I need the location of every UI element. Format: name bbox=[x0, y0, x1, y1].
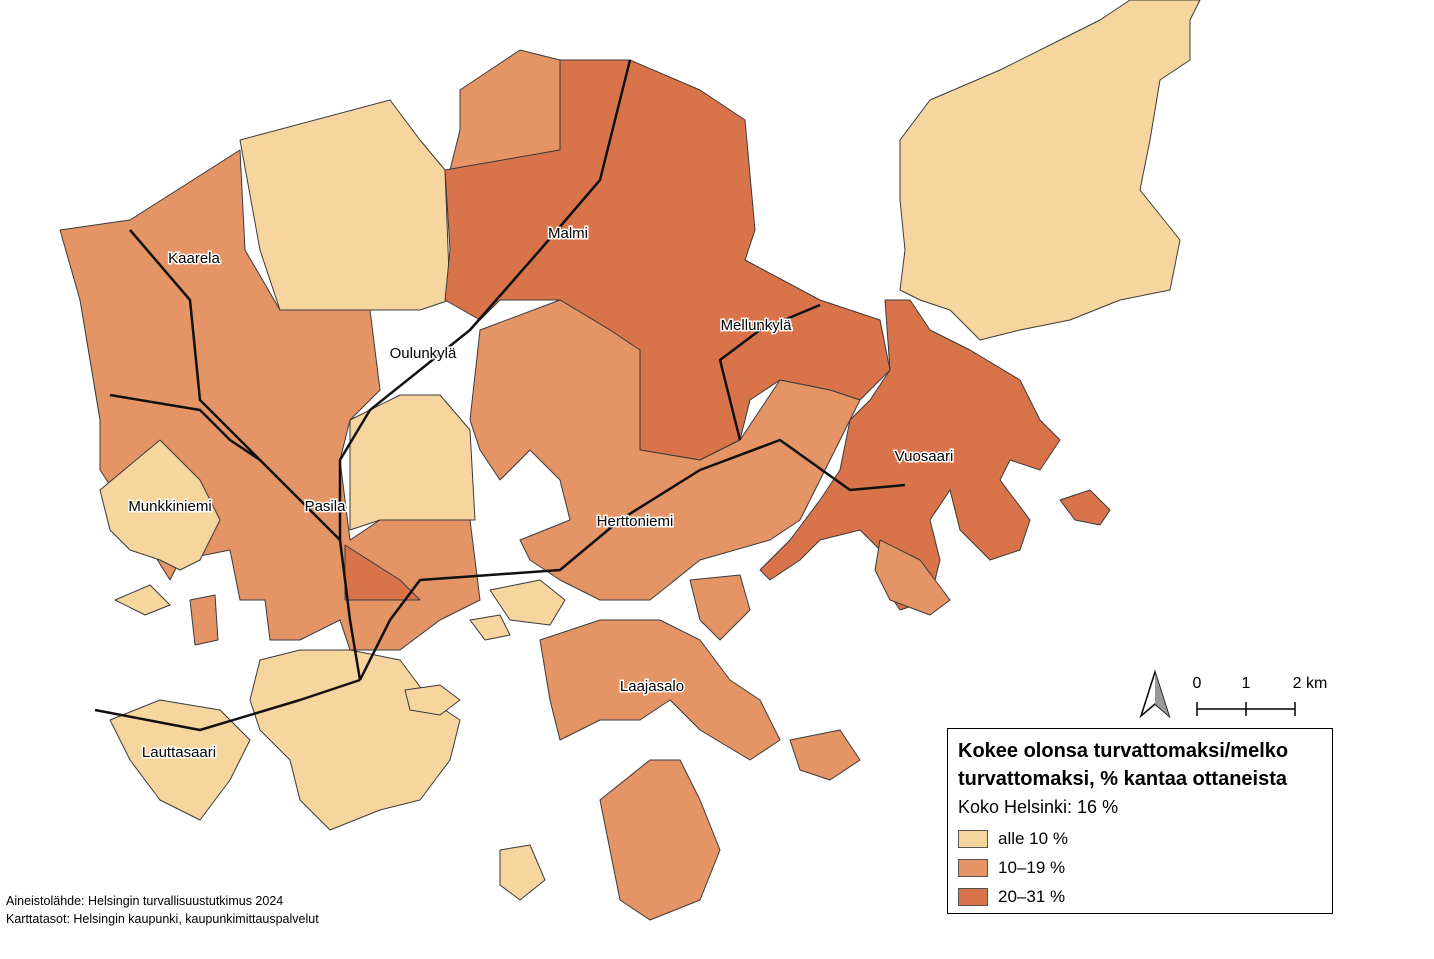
railway bbox=[338, 59, 632, 681]
railway bbox=[358, 438, 906, 681]
region bbox=[109, 699, 251, 821]
region bbox=[789, 729, 861, 781]
place-label: Munkkiniemi bbox=[128, 498, 211, 515]
place-label: Oulunkylä bbox=[390, 345, 457, 362]
regions bbox=[59, 0, 1201, 921]
place-label: Kaarela bbox=[168, 250, 220, 267]
region bbox=[189, 594, 219, 646]
place-label: Mellunkylä bbox=[721, 317, 793, 334]
region bbox=[489, 579, 566, 626]
railway bbox=[94, 678, 361, 732]
scale-label: 2 km bbox=[1293, 675, 1328, 692]
legend-entry: 10–19 % bbox=[958, 853, 1322, 882]
legend-swatch bbox=[958, 887, 988, 906]
place-label: Laajasalo bbox=[620, 678, 684, 695]
legend-entry: 20–31 % bbox=[958, 882, 1322, 911]
region bbox=[599, 759, 721, 921]
region bbox=[349, 394, 476, 531]
region bbox=[239, 99, 451, 311]
place-label: Vuosaari bbox=[895, 448, 954, 465]
scale-label: 0 bbox=[1193, 675, 1202, 692]
region bbox=[499, 844, 546, 901]
railway bbox=[109, 393, 261, 462]
source: Aineistolähde: Helsingin turvallisuustut… bbox=[6, 892, 319, 928]
region bbox=[404, 684, 461, 716]
railways bbox=[94, 59, 906, 732]
region bbox=[539, 619, 781, 761]
scale-bar: 0 1 2 km bbox=[1193, 675, 1328, 716]
place-labels: Kaarela Malmi Mellunkylä Oulunkylä Vuosa… bbox=[127, 223, 955, 762]
region bbox=[99, 439, 221, 571]
legend: Kokee olonsa turvattomaksi/melko turvatt… bbox=[947, 728, 1333, 914]
place-label: Herttoniemi bbox=[597, 513, 674, 530]
region bbox=[899, 0, 1201, 341]
north-arrow-shade bbox=[1155, 672, 1169, 716]
legend-label: 20–31 % bbox=[998, 886, 1066, 906]
legend-entry: alle 10 % bbox=[958, 824, 1322, 853]
region bbox=[114, 584, 171, 616]
region bbox=[689, 574, 751, 641]
place-label: Malmi bbox=[548, 225, 588, 242]
legend-entries: alle 10 % 10–19 % 20–31 % bbox=[958, 824, 1322, 911]
region bbox=[249, 649, 461, 831]
region bbox=[469, 614, 511, 641]
railway bbox=[718, 303, 821, 441]
legend-label: 10–19 % bbox=[998, 857, 1066, 877]
region bbox=[1059, 489, 1111, 526]
source-line: Karttatasot: Helsingin kaupunki, kaupunk… bbox=[6, 912, 319, 926]
legend-subtitle: Koko Helsinki: 16 % bbox=[958, 797, 1119, 817]
source-line: Aineistolähde: Helsingin turvallisuustut… bbox=[6, 894, 284, 908]
place-label: Lauttasaari bbox=[142, 744, 216, 761]
region bbox=[874, 539, 951, 616]
legend-label: alle 10 % bbox=[998, 828, 1068, 848]
scale-label: 1 bbox=[1242, 675, 1251, 692]
north-arrow bbox=[1139, 669, 1171, 719]
region bbox=[759, 299, 1061, 611]
place-label: Pasila bbox=[305, 498, 347, 515]
legend-title: Kokee olonsa turvattomaksi/melko turvatt… bbox=[958, 740, 1289, 790]
legend-swatch bbox=[958, 829, 988, 848]
railway bbox=[129, 229, 341, 541]
region bbox=[449, 49, 561, 171]
region bbox=[469, 299, 861, 601]
legend-swatch bbox=[958, 858, 988, 877]
